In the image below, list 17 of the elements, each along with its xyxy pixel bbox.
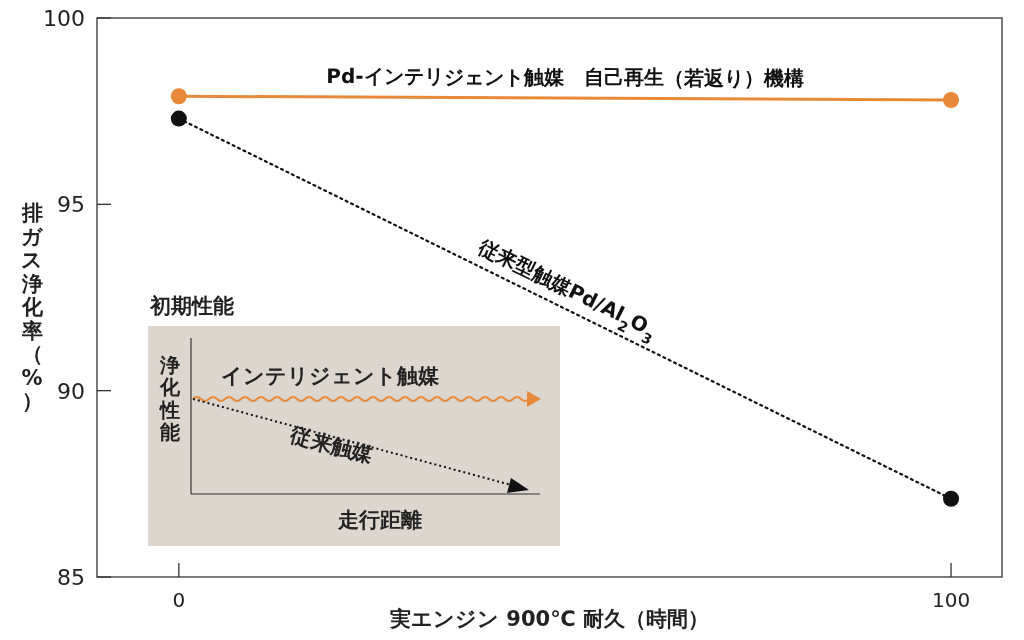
series-label: Pd-インテリジェント触媒 自己再生（若返り）機構 (326, 63, 804, 91)
y-tick-label: 85 (57, 565, 85, 590)
annotation: 初期性能 (149, 294, 234, 318)
annotation: 浄化性能 (158, 353, 181, 445)
x-axis-title: 実エンジン 900℃ 耐久（時間） (389, 607, 709, 631)
annotation: 従来触媒 (287, 422, 377, 468)
y-tick-label: 90 (57, 378, 85, 404)
point (943, 490, 960, 507)
y-tick-label: 95 (57, 192, 85, 218)
x-tick-label: 0 (172, 588, 186, 612)
point (170, 88, 187, 105)
y-tick-label: 100 (43, 6, 85, 31)
annotation: 走行距離 (337, 508, 422, 532)
point (170, 110, 187, 127)
point (943, 91, 960, 108)
annotation: インテリジェント触媒 (221, 364, 440, 388)
text: 排ガス浄化率（%） (21, 201, 43, 414)
